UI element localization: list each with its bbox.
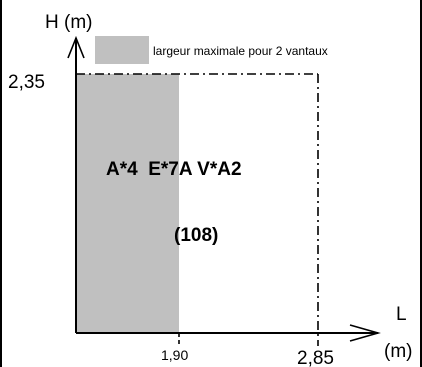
y-tick-label-235: 2,35: [8, 72, 45, 93]
y-axis-label: H (m): [45, 12, 92, 33]
classification-code: (108): [174, 225, 218, 246]
shaded-max-width-region: [76, 74, 179, 333]
x-axis-label-letter: L: [396, 304, 407, 325]
x-axis-label-unit: (m): [384, 341, 412, 362]
x-axis-arrowhead: [349, 324, 381, 342]
x-tick-label-190: 1,90: [161, 347, 188, 363]
y-axis-arrowhead: [67, 35, 85, 59]
x-tick-label-285: 2,85: [297, 348, 334, 367]
legend-swatch: [95, 36, 149, 64]
legend-label: largeur maximale pour 2 vantaux: [153, 44, 328, 58]
classification-line: A*4 E*7A V*A2: [106, 159, 242, 180]
